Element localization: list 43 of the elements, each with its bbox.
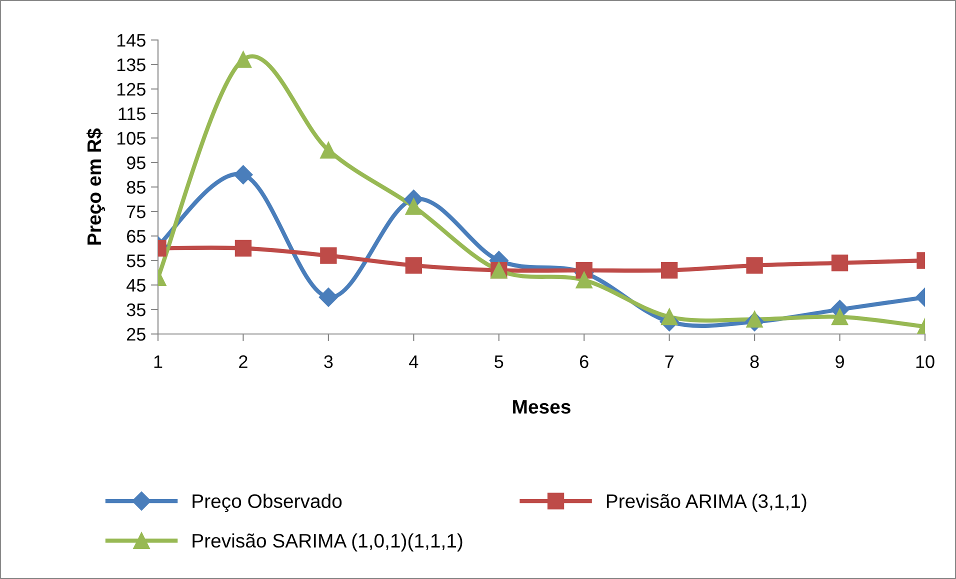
point <box>318 288 338 307</box>
x-tick-label: 3 <box>324 355 333 368</box>
x-tick-label: 7 <box>665 355 674 368</box>
point <box>576 272 592 288</box>
y-tick-label: 115 <box>118 108 146 120</box>
point <box>661 308 678 326</box>
point <box>234 51 252 68</box>
point <box>831 308 848 326</box>
legend-label: Previsão SARIMA (1,0,1)(1,1,1) <box>192 533 462 552</box>
x-tick-label: 9 <box>836 355 844 368</box>
y-tick-label: 45 <box>126 279 146 292</box>
x-tick-label: 8 <box>750 355 759 368</box>
x-axis-title: Meses <box>513 400 570 414</box>
y-tick-label: 125 <box>117 82 146 96</box>
y-tick-label: 35 <box>126 303 146 316</box>
point <box>405 257 422 274</box>
x-tick-label: 10 <box>916 355 934 368</box>
y-tick-label: 65 <box>127 230 146 243</box>
y-tick-label: 85 <box>126 180 146 194</box>
y-tick-label: 25 <box>127 328 146 341</box>
point <box>746 257 763 274</box>
y-tick-label: 145 <box>117 34 146 47</box>
x-tick-label: 1 <box>154 355 162 368</box>
legend-label: Previsão ARIMA (3,1,1) <box>606 494 806 512</box>
y-tick-label: 55 <box>126 254 146 268</box>
y-axis-title: Preço em R$ <box>86 128 105 245</box>
point <box>234 165 253 184</box>
point <box>405 198 422 215</box>
point <box>746 310 763 328</box>
point <box>661 262 678 279</box>
point <box>320 142 337 159</box>
point <box>831 254 848 272</box>
y-tick-label: 135 <box>117 58 146 72</box>
y-tick-label: 95 <box>126 156 146 170</box>
y-tick-label: 105 <box>117 132 146 145</box>
x-tick-label: 5 <box>494 355 504 368</box>
x-tick-label: 4 <box>409 355 418 368</box>
point <box>234 240 252 257</box>
point <box>320 247 337 264</box>
x-tick-label: 6 <box>580 355 588 368</box>
y-tick-label: 75 <box>127 206 146 218</box>
legend-label: Preço Observado <box>192 494 342 512</box>
x-tick-label: 2 <box>239 355 248 368</box>
